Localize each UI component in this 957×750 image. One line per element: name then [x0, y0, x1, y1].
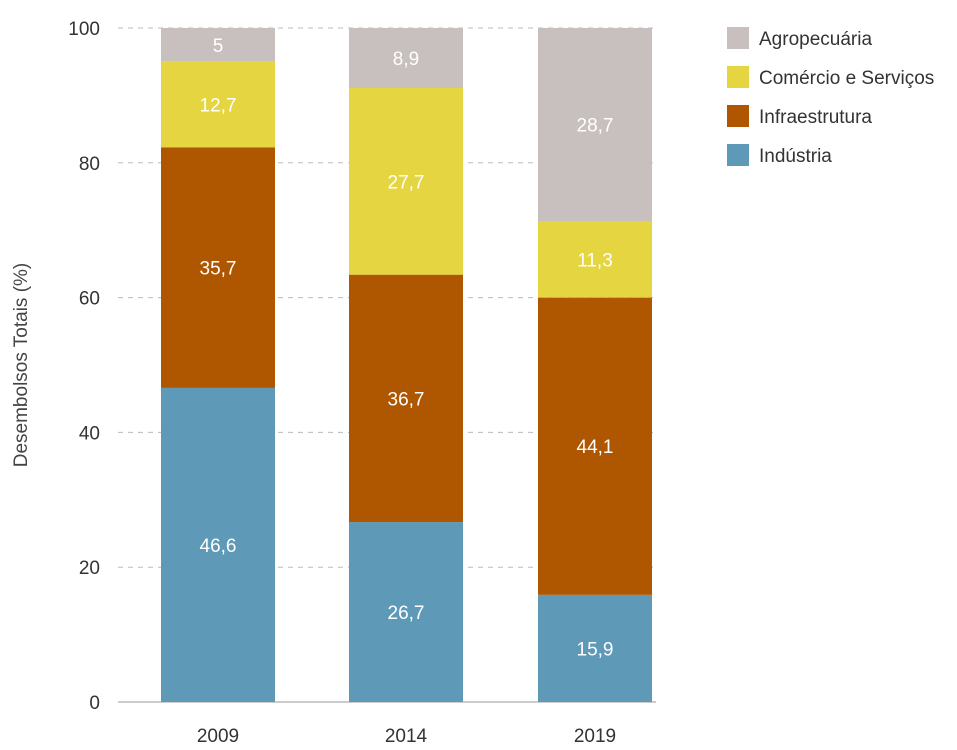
y-tick-label: 60 — [79, 289, 100, 310]
bar-segment — [538, 221, 652, 298]
data-label: 11,3 — [577, 251, 613, 272]
bar-segment — [349, 274, 463, 523]
legend-label: Agropecuária — [759, 29, 872, 50]
y-axis: 0 20 40 60 80 100 — [68, 19, 100, 714]
data-label: 15,9 — [577, 639, 614, 660]
bar-segment — [349, 87, 463, 275]
x-axis: 2009 2014 2019 — [197, 726, 616, 747]
legend-swatch — [727, 27, 749, 49]
bar-segment — [538, 28, 652, 222]
bar-segment — [161, 61, 275, 148]
legend-swatch — [727, 144, 749, 166]
bar-segment — [161, 387, 275, 702]
x-tick-label: 2019 — [574, 726, 616, 745]
y-tick-label: 80 — [79, 154, 100, 175]
y-axis-label: Desembolsos Totais (%) — [11, 263, 32, 468]
y-tick-label: 100 — [68, 19, 100, 40]
data-label: 46,6 — [200, 536, 237, 557]
y-tick-label: 40 — [79, 423, 100, 444]
data-label: 26,7 — [388, 603, 425, 624]
bars: 46,6 35,7 12,7 5 26,7 36,7 27,7 8,9 15,9 44,1 11,3… — [161, 28, 652, 702]
y-tick-label: 20 — [79, 558, 100, 579]
legend-swatch — [727, 105, 749, 127]
data-label: 27,7 — [388, 172, 425, 193]
legend-label: Comércio e Serviços — [759, 68, 934, 89]
legend: Agropecuária Comércio e Serviços Infraestr… — [727, 27, 934, 167]
bar-segment — [349, 28, 463, 88]
bar-segment — [538, 297, 652, 595]
data-label: 12,7 — [200, 95, 237, 116]
bar-segment — [349, 522, 463, 702]
y-tick-label: 0 — [89, 693, 100, 714]
data-label: 8,9 — [393, 49, 419, 70]
legend-label: Infraestrutura — [759, 107, 872, 128]
bar-segment — [161, 147, 275, 388]
legend-swatch — [727, 66, 749, 88]
data-label: 35,7 — [200, 259, 237, 280]
x-tick-label: 2014 — [385, 726, 428, 745]
data-label: 44,1 — [577, 437, 614, 458]
data-label: 5 — [213, 36, 224, 57]
x-tick-label: 2009 — [197, 726, 239, 745]
bar-segment — [538, 594, 652, 702]
bar-segment — [161, 28, 275, 62]
data-label: 28,7 — [577, 116, 614, 137]
data-label: 36,7 — [388, 389, 425, 410]
legend-label: Indústria — [759, 146, 832, 167]
